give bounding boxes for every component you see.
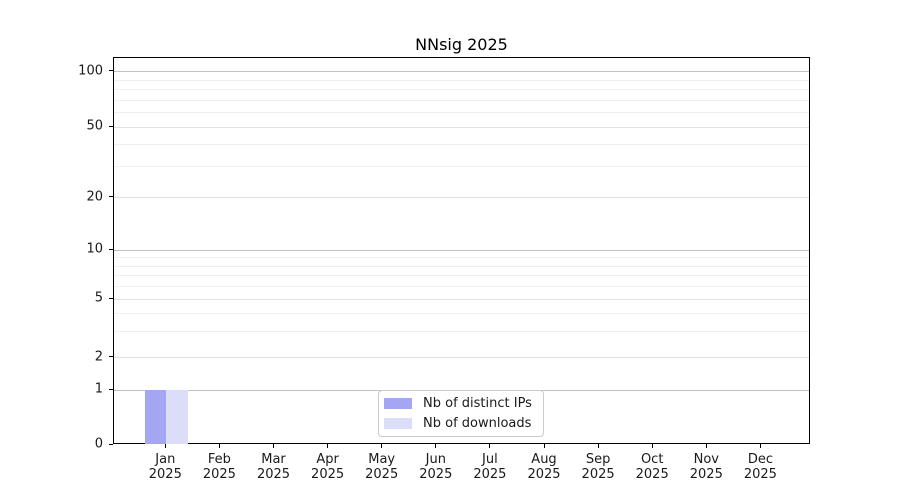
- x-tick-year: 2025: [527, 467, 561, 482]
- x-tick-year: 2025: [202, 467, 236, 482]
- y-gridline-minor: [114, 285, 809, 287]
- x-tick-mark: [705, 444, 707, 448]
- x-tick-label: Feb 2025: [187, 452, 251, 482]
- y-gridline-major: [114, 197, 809, 199]
- x-tick-mark: [381, 444, 383, 448]
- x-tick-mark: [651, 444, 653, 448]
- x-tick-year: 2025: [311, 467, 345, 482]
- y-gridline-major: [114, 249, 809, 251]
- x-tick-mark: [597, 444, 599, 448]
- x-tick-year: 2025: [256, 467, 291, 482]
- y-gridline-minor: [114, 257, 809, 259]
- x-tick-month: Feb: [207, 452, 231, 467]
- y-tick-label: 2: [94, 349, 103, 365]
- y-tick-mark: [109, 125, 113, 127]
- legend-label-distinct-ips: Nb of distinct IPs: [423, 396, 532, 411]
- x-tick-month: Jul: [482, 452, 498, 467]
- bar-distinct-ips: [144, 390, 167, 444]
- y-gridline-minor: [114, 265, 809, 267]
- x-tick-mark: [489, 444, 491, 448]
- x-tick-month: Sep: [585, 452, 611, 467]
- x-tick-month: Nov: [693, 452, 719, 467]
- y-gridline-major: [114, 126, 809, 128]
- x-tick-mark: [543, 444, 545, 448]
- x-tick-mark: [164, 444, 166, 448]
- x-tick-year: 2025: [689, 467, 723, 482]
- x-tick-month: Aug: [531, 452, 557, 467]
- x-tick-label: Dec 2025: [728, 452, 792, 482]
- y-tick-mark: [109, 388, 113, 390]
- y-gridline-minor: [114, 79, 809, 81]
- x-tick-label: Apr 2025: [296, 452, 360, 482]
- x-tick-label: Oct 2025: [620, 452, 684, 482]
- y-tick-mark: [109, 70, 113, 72]
- y-tick-label: 1: [94, 381, 103, 397]
- legend-label-downloads: Nb of downloads: [423, 416, 532, 431]
- y-tick-mark: [109, 297, 113, 299]
- legend-swatch-downloads: [384, 418, 412, 429]
- x-tick-year: 2025: [743, 467, 777, 482]
- x-tick-year: 2025: [635, 467, 669, 482]
- x-tick-year: 2025: [365, 467, 399, 482]
- plot-area: [113, 57, 810, 444]
- x-tick-year: 2025: [581, 467, 615, 482]
- x-tick-year: 2025: [473, 467, 507, 482]
- y-tick-mark: [109, 356, 113, 358]
- x-tick-month: Apr: [316, 452, 339, 467]
- x-tick-month: Mar: [261, 452, 286, 467]
- chart-title: NNsig 2025: [415, 35, 508, 54]
- legend-item-downloads: Nb of downloads: [384, 416, 543, 431]
- bar-downloads: [166, 390, 188, 444]
- y-tick-label: 100: [78, 63, 103, 79]
- y-gridline-minor: [114, 165, 809, 167]
- y-gridline-minor: [114, 89, 809, 90]
- y-tick-label: 50: [86, 118, 103, 134]
- x-tick-mark: [435, 444, 437, 448]
- y-gridline-minor: [114, 313, 809, 314]
- x-tick-label: Aug 2025: [512, 452, 576, 482]
- y-tick-label: 20: [86, 189, 103, 205]
- y-gridline-major: [114, 298, 809, 300]
- x-tick-year: 2025: [148, 467, 182, 482]
- y-gridline-major: [114, 71, 809, 73]
- x-tick-month: Dec: [747, 452, 773, 467]
- y-tick-mark: [109, 196, 113, 198]
- y-tick-mark: [109, 248, 113, 250]
- y-gridline-minor: [114, 112, 809, 113]
- y-gridline-major: [114, 357, 809, 359]
- x-tick-mark: [273, 444, 274, 448]
- x-tick-month: Jan: [155, 452, 176, 467]
- x-tick-month: Jun: [425, 452, 446, 467]
- x-tick-mark: [218, 444, 220, 448]
- legend: Nb of distinct IPs Nb of downloads: [378, 390, 544, 437]
- legend-item-distinct-ips: Nb of distinct IPs: [384, 396, 543, 411]
- x-tick-year: 2025: [419, 467, 453, 482]
- y-tick-label: 0: [94, 436, 103, 452]
- y-tick-label: 5: [94, 290, 103, 306]
- x-tick-label: Jan 2025: [133, 452, 197, 482]
- x-tick-month: Oct: [640, 452, 664, 467]
- x-tick-label: Sep 2025: [566, 452, 630, 482]
- y-gridline-minor: [114, 143, 809, 145]
- x-tick-label: Nov 2025: [674, 452, 738, 482]
- x-tick-mark: [327, 444, 329, 448]
- y-tick-mark: [109, 443, 113, 445]
- x-tick-label: Jul 2025: [458, 452, 522, 482]
- y-tick-label: 10: [86, 241, 103, 257]
- x-tick-label: Jun 2025: [404, 452, 468, 482]
- x-tick-label: Mar 2025: [242, 452, 306, 482]
- y-gridline-minor: [114, 331, 809, 333]
- x-tick-month: May: [368, 452, 396, 467]
- y-gridline-minor: [114, 99, 809, 101]
- y-gridline-minor: [114, 275, 809, 276]
- x-tick-mark: [759, 444, 761, 448]
- legend-swatch-distinct-ips: [384, 398, 412, 409]
- x-tick-label: May 2025: [350, 452, 414, 482]
